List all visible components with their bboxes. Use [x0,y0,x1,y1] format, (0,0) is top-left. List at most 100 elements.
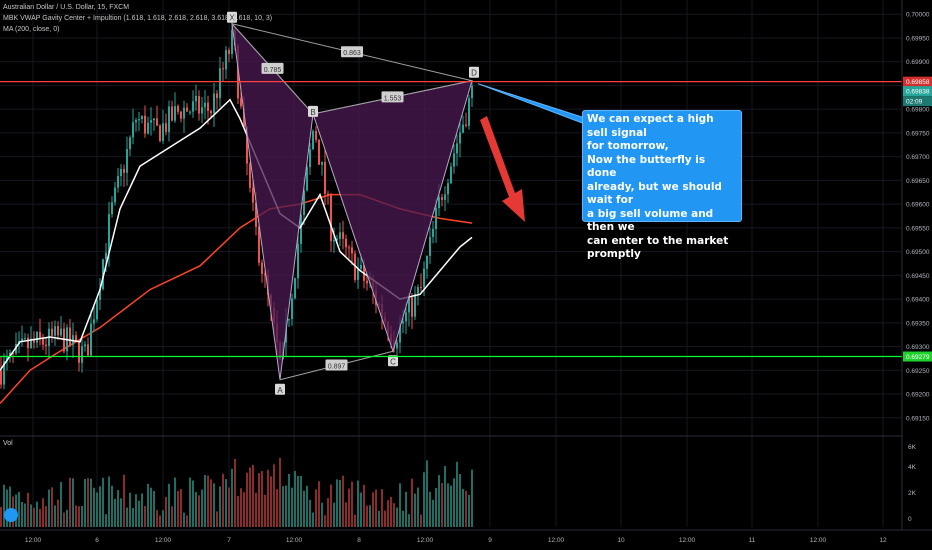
candle-body [75,335,77,342]
volume-bar [291,487,293,527]
volume-bar [96,492,98,527]
volume-bar [312,512,314,527]
price-tick-label: 0.69700 [906,154,930,161]
price-tick-label: 0.69550 [906,225,930,232]
volume-bar [180,489,182,527]
volume-bar [417,487,419,527]
chart-legend: Australian Dollar / U.S. Dollar, 15, FXC… [3,2,272,35]
volume-bar [219,486,221,527]
volume-bar [324,515,326,527]
price-tick-label: 0.69200 [906,392,930,399]
candle-body [87,344,89,356]
volume-bar [471,469,473,527]
volume-bar [378,510,380,527]
candle-body [414,293,416,317]
pattern-triangle [231,22,314,380]
candle-body [24,337,26,339]
price-tick-label: 0.70000 [906,12,930,19]
price-tick-label: 0.69250 [906,368,930,375]
volume-bar [264,494,266,527]
candle-body [447,183,449,195]
pattern-point-d: D [471,69,477,78]
candle-body [33,338,35,343]
candle-body [51,328,53,336]
candle-body [465,124,467,126]
candle-body [264,273,266,275]
pattern-point-x: X [229,14,235,23]
candle-body [297,244,299,279]
candle-body [438,197,440,209]
candle-body [237,45,239,99]
volume-bar [261,471,263,527]
volume-bar [402,510,404,527]
volume-bar [75,505,77,527]
volume-bar [231,468,233,527]
volume-bar [126,507,128,527]
candle-body [42,338,44,345]
candle-body [228,49,230,54]
candle-body [120,168,122,177]
pattern-point-a: A [277,386,283,395]
ratio-badge [261,62,284,74]
volume-bar [153,490,155,527]
volume-bar [105,514,107,527]
time-tick-label: 6 [95,537,99,544]
volume-bar [111,485,113,527]
volume-bar [3,484,5,527]
volume-bar [27,492,29,527]
volume-bar [123,474,125,527]
volume-bar [21,501,23,527]
volume-bar [207,475,209,527]
ratio-badge [381,91,404,103]
tradingview-logo-icon[interactable] [4,508,18,522]
candle-body [423,268,425,288]
candle-body [324,162,326,194]
volume-bar [333,502,335,527]
volume-bar [213,483,215,527]
candle-body [306,167,308,191]
volume-bar [222,473,224,527]
volume-bar [315,489,317,527]
volume-bar [54,505,56,527]
volume-bar [390,496,392,527]
candle-body [426,255,428,269]
candle-body [450,166,452,184]
candle-body [27,337,29,349]
volume-label[interactable]: Vol [3,440,13,447]
candle-body [252,187,254,203]
volume-bar [117,490,119,527]
volume-bar [279,457,281,527]
volume-bar [36,501,38,527]
volume-bar [342,475,344,527]
candles [0,18,473,390]
volume-bar [348,488,350,527]
volume-bar [81,505,83,527]
candle-body [399,323,401,343]
candle-body [357,268,359,280]
time-tick-label: 12:00 [25,537,42,544]
candle-body [195,96,197,102]
candle-body [327,193,329,196]
candle-body [342,232,344,239]
price-label-badge [903,351,932,362]
time-tick-label: 8 [357,537,361,544]
volume-bar [144,506,146,527]
pattern-point-badge [388,355,398,367]
candle-body [261,262,263,274]
horizontal-lines [0,81,902,358]
volume-bar [24,503,26,527]
callout-note[interactable]: We can expect a high sell signal for tom… [582,110,742,260]
volume-bar [234,459,236,527]
volume-bar [159,515,161,527]
legend-ma[interactable]: MA (200, close, 0) [3,26,60,33]
price-axis: 0.700000.699500.699000.698500.698000.697… [901,0,932,550]
price-tick-label: 0.69300 [906,344,930,351]
legend-symbol[interactable]: Australian Dollar / U.S. Dollar, 15, FXC… [3,4,130,11]
volume-bar [435,488,437,527]
volume-bar [288,473,290,527]
legend-vwap[interactable]: MBK VWAP Gavity Center + Impultion (1.61… [3,15,273,22]
candle-body [189,111,191,113]
candle-body [255,202,257,227]
volume-bar [444,466,446,527]
